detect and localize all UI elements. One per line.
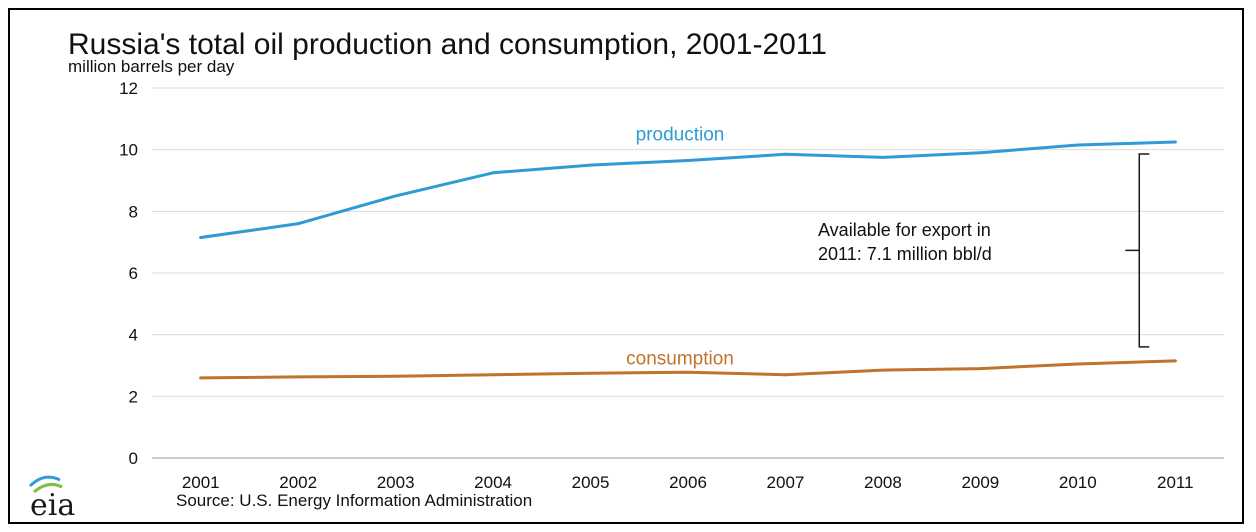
data-point-consumption — [1076, 362, 1080, 366]
data-point-production — [491, 171, 495, 175]
data-point-consumption — [394, 374, 398, 378]
data-point-production — [589, 163, 593, 167]
y-tick-label: 0 — [129, 449, 138, 468]
data-point-consumption — [296, 375, 300, 379]
chart-svg: Russia's total oil production and consum… — [28, 28, 1224, 523]
x-tick-label: 2009 — [961, 473, 999, 492]
series-line-production — [199, 140, 1177, 240]
annotation-line-1: Available for export in — [818, 220, 991, 240]
y-tick-label: 8 — [129, 202, 138, 221]
x-tick-label: 2011 — [1157, 473, 1194, 492]
data-point-consumption — [686, 370, 690, 374]
data-point-production — [394, 194, 398, 198]
y-tick-label: 6 — [129, 264, 138, 283]
data-point-consumption — [199, 376, 203, 380]
data-point-production — [296, 222, 300, 226]
x-tick-label: 2001 — [182, 473, 220, 492]
y-tick-labels: 0 2 4 6 8 10 12 — [119, 79, 138, 468]
x-tick-label: 2006 — [669, 473, 707, 492]
chart-frame: Russia's total oil production and consum… — [8, 8, 1244, 524]
annotation-line-2: 2011: 7.1 million bbl/d — [818, 244, 992, 264]
y-tick-label: 4 — [129, 326, 138, 345]
x-tick-label: 2008 — [864, 473, 902, 492]
series-lines: production consumption — [199, 124, 1177, 380]
data-point-production — [978, 151, 982, 155]
x-tick-label: 2007 — [767, 473, 805, 492]
x-tick-label: 2005 — [572, 473, 610, 492]
data-point-consumption — [1173, 359, 1177, 363]
series-label-production: production — [636, 124, 725, 145]
x-tick-label: 2002 — [279, 473, 317, 492]
source-note: Source: U.S. Energy Information Administ… — [176, 491, 532, 510]
data-point-consumption — [881, 368, 885, 372]
y-axis-label: million barrels per day — [68, 57, 235, 76]
chart-title: Russia's total oil production and consum… — [68, 28, 827, 61]
y-tick-label: 2 — [129, 387, 138, 406]
data-point-production — [1076, 143, 1080, 147]
x-tick-labels: 2001 2002 2003 2004 2005 2006 2007 2008 2009 2010… — [182, 473, 1194, 492]
logo-swoosh-2 — [33, 482, 63, 494]
y-tick-label: 10 — [119, 141, 138, 160]
x-tick-label: 2003 — [377, 473, 415, 492]
data-point-consumption — [783, 373, 787, 377]
data-point-production — [199, 236, 203, 240]
logo-swoosh-1 — [28, 475, 61, 488]
gridlines — [152, 87, 1224, 459]
y-tick-label: 12 — [119, 79, 138, 98]
export-annotation: Available for export in 2011: 7.1 millio… — [818, 153, 1150, 348]
data-point-production — [881, 155, 885, 159]
eia-logo: eia — [28, 475, 75, 523]
data-point-consumption — [589, 371, 593, 375]
data-point-consumption — [491, 373, 495, 377]
series-label-consumption: consumption — [626, 348, 734, 369]
export-bracket — [1125, 153, 1150, 348]
data-point-production — [1173, 140, 1177, 144]
x-tick-label: 2004 — [474, 473, 512, 492]
logo-text: eia — [30, 488, 75, 523]
data-point-consumption — [978, 367, 982, 371]
data-point-production — [783, 152, 787, 156]
data-point-production — [686, 158, 690, 162]
x-tick-label: 2010 — [1059, 473, 1097, 492]
